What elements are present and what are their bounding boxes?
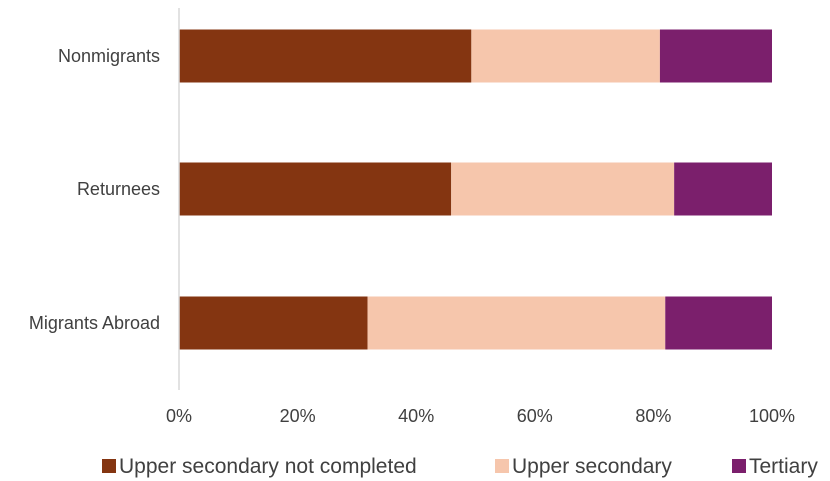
- x-tick-label: 100%: [749, 406, 795, 426]
- category-label-migrants-abroad: Migrants Abroad: [29, 313, 160, 333]
- bar-returnees-tertiary: [674, 162, 772, 216]
- bars-layer: [179, 29, 772, 350]
- bar-returnees-upper-secondary: [451, 162, 675, 216]
- category-labels: Nonmigrants Returnees Migrants Abroad: [29, 46, 160, 333]
- category-label-returnees: Returnees: [77, 179, 160, 199]
- bar-nonmigrants-upper-secondary-not-completed: [179, 29, 472, 83]
- x-tick-label: 0%: [166, 406, 192, 426]
- category-label-nonmigrants: Nonmigrants: [58, 46, 160, 66]
- x-tick-label: 40%: [398, 406, 434, 426]
- x-tick-labels: 0% 20% 40% 60% 80% 100%: [166, 406, 795, 426]
- x-tick-label: 20%: [280, 406, 316, 426]
- bar-nonmigrants-tertiary: [659, 29, 772, 83]
- legend-swatch-upper-secondary: [495, 459, 509, 473]
- legend-label-tertiary: Tertiary: [749, 455, 818, 478]
- x-tick-label: 60%: [517, 406, 553, 426]
- bar-nonmigrants-upper-secondary: [471, 29, 660, 83]
- legend-swatch-tertiary: [732, 459, 746, 473]
- x-tick-label: 80%: [635, 406, 671, 426]
- legend: Upper secondary not completed Upper secon…: [102, 455, 818, 478]
- bar-migrants-abroad-upper-secondary-not-completed: [179, 296, 368, 350]
- bar-returnees-upper-secondary-not-completed: [179, 162, 452, 216]
- bar-migrants-abroad-upper-secondary: [367, 296, 666, 350]
- bar-migrants-abroad-tertiary: [665, 296, 772, 350]
- legend-label-upper-secondary: Upper secondary: [512, 455, 672, 478]
- legend-swatch-upper-secondary-not-completed: [102, 459, 116, 473]
- legend-label-upper-secondary-not-completed: Upper secondary not completed: [119, 455, 417, 478]
